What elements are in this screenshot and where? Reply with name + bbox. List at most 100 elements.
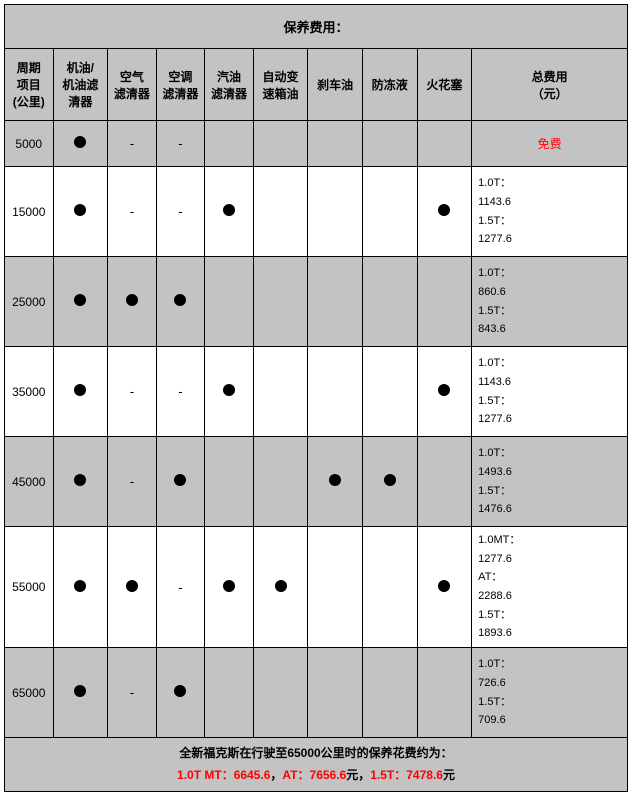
mark-cell <box>417 257 472 347</box>
mark-cell <box>308 437 363 527</box>
table-row: 5000 -- 免费 <box>5 121 628 167</box>
km-cell: 15000 <box>5 167 54 257</box>
mark-cell <box>308 167 363 257</box>
mark-cell <box>53 527 108 648</box>
mark-cell <box>253 648 308 738</box>
dot-icon <box>74 474 86 486</box>
cost-cell: 1.0T：1143.61.5T：1277.6 <box>472 347 628 437</box>
dot-icon <box>174 474 186 486</box>
mark-cell <box>156 257 205 347</box>
mark-cell <box>362 121 417 167</box>
mark-cell: - <box>108 648 157 738</box>
km-cell: 55000 <box>5 527 54 648</box>
footer-line1: 全新福克斯在行驶至65000公里时的保养花费约为： <box>179 746 452 760</box>
cost-cell: 1.0MT：1277.6AT：2288.61.5T：1893.6 <box>472 527 628 648</box>
col-header-8: 火花塞 <box>417 49 472 121</box>
mark-cell: - <box>108 347 157 437</box>
km-cell: 25000 <box>5 257 54 347</box>
mark-cell <box>53 437 108 527</box>
col-header-9: 总费用（元） <box>472 49 628 121</box>
mark-cell <box>253 257 308 347</box>
mark-cell <box>156 648 205 738</box>
mark-cell <box>362 437 417 527</box>
dot-icon <box>74 204 86 216</box>
cost-cell: 1.0T：1143.61.5T：1277.6 <box>472 167 628 257</box>
dot-icon <box>74 580 86 592</box>
col-header-5: 自动变速箱油 <box>253 49 308 121</box>
mark-cell <box>308 257 363 347</box>
mark-cell <box>253 121 308 167</box>
cost-cell: 免费 <box>472 121 628 167</box>
mark-cell <box>362 167 417 257</box>
mark-cell: - <box>108 437 157 527</box>
mark-cell <box>362 347 417 437</box>
col-header-3: 空调滤清器 <box>156 49 205 121</box>
mark-cell <box>362 648 417 738</box>
dot-icon <box>74 294 86 306</box>
mark-cell <box>205 527 254 648</box>
table-row: 250001.0T：860.61.5T：843.6 <box>5 257 628 347</box>
col-header-0: 周期项目(公里) <box>5 49 54 121</box>
mark-cell <box>205 121 254 167</box>
km-cell: 35000 <box>5 347 54 437</box>
col-header-1: 机油/机油滤清器 <box>53 49 108 121</box>
table-row: 35000 -- 1.0T：1143.61.5T：1277.6 <box>5 347 628 437</box>
mark-cell: - <box>108 167 157 257</box>
mark-cell <box>53 257 108 347</box>
dot-icon <box>74 685 86 697</box>
dot-icon <box>126 294 138 306</box>
mark-cell: - <box>156 167 205 257</box>
mark-cell <box>205 257 254 347</box>
mark-cell <box>205 167 254 257</box>
footer-line2: 1.0T MT：6645.6，AT：7656.6元，1.5T：7478.6元 <box>177 768 455 782</box>
mark-cell <box>205 437 254 527</box>
mark-cell <box>362 527 417 648</box>
km-cell: 65000 <box>5 648 54 738</box>
table-row: 15000 -- 1.0T：1143.61.5T：1277.6 <box>5 167 628 257</box>
km-cell: 45000 <box>5 437 54 527</box>
table-title-row: 保养费用： <box>5 5 628 49</box>
mark-cell <box>53 167 108 257</box>
mark-cell <box>308 648 363 738</box>
table-footer-row: 全新福克斯在行驶至65000公里时的保养花费约为： 1.0T MT：6645.6… <box>5 738 628 792</box>
mark-cell <box>253 437 308 527</box>
table-title: 保养费用： <box>5 5 628 49</box>
mark-cell <box>417 437 472 527</box>
cost-cell: 1.0T：726.61.5T：709.6 <box>472 648 628 738</box>
mark-cell: - <box>156 121 205 167</box>
col-header-2: 空气滤清器 <box>108 49 157 121</box>
dot-icon <box>74 384 86 396</box>
col-header-6: 刹车油 <box>308 49 363 121</box>
dot-icon <box>74 136 86 148</box>
mark-cell: - <box>108 121 157 167</box>
col-header-4: 汽油滤清器 <box>205 49 254 121</box>
mark-cell <box>253 167 308 257</box>
mark-cell: - <box>156 527 205 648</box>
col-header-7: 防冻液 <box>362 49 417 121</box>
mark-cell <box>108 257 157 347</box>
mark-cell <box>53 121 108 167</box>
mark-cell: - <box>156 347 205 437</box>
dot-icon <box>174 294 186 306</box>
mark-cell <box>108 527 157 648</box>
mark-cell <box>308 527 363 648</box>
table-row: 55000 - 1.0MT：1277.6AT：2288.61.5T：1893.6 <box>5 527 628 648</box>
km-cell: 5000 <box>5 121 54 167</box>
mark-cell <box>417 121 472 167</box>
dot-icon <box>384 474 396 486</box>
mark-cell <box>205 347 254 437</box>
table-header-row: 周期项目(公里)机油/机油滤清器空气滤清器空调滤清器汽油滤清器自动变速箱油刹车油… <box>5 49 628 121</box>
table-row: 65000 - 1.0T：726.61.5T：709.6 <box>5 648 628 738</box>
mark-cell <box>417 527 472 648</box>
maintenance-cost-table: 保养费用： 周期项目(公里)机油/机油滤清器空气滤清器空调滤清器汽油滤清器自动变… <box>4 4 628 792</box>
dot-icon <box>223 204 235 216</box>
mark-cell <box>53 347 108 437</box>
mark-cell <box>253 347 308 437</box>
table-row: 45000-1.0T：1493.61.5T：1476.6 <box>5 437 628 527</box>
dot-icon <box>223 384 235 396</box>
dot-icon <box>174 685 186 697</box>
mark-cell <box>253 527 308 648</box>
dot-icon <box>275 580 287 592</box>
table-footer: 全新福克斯在行驶至65000公里时的保养花费约为： 1.0T MT：6645.6… <box>5 738 628 792</box>
dot-icon <box>223 580 235 592</box>
